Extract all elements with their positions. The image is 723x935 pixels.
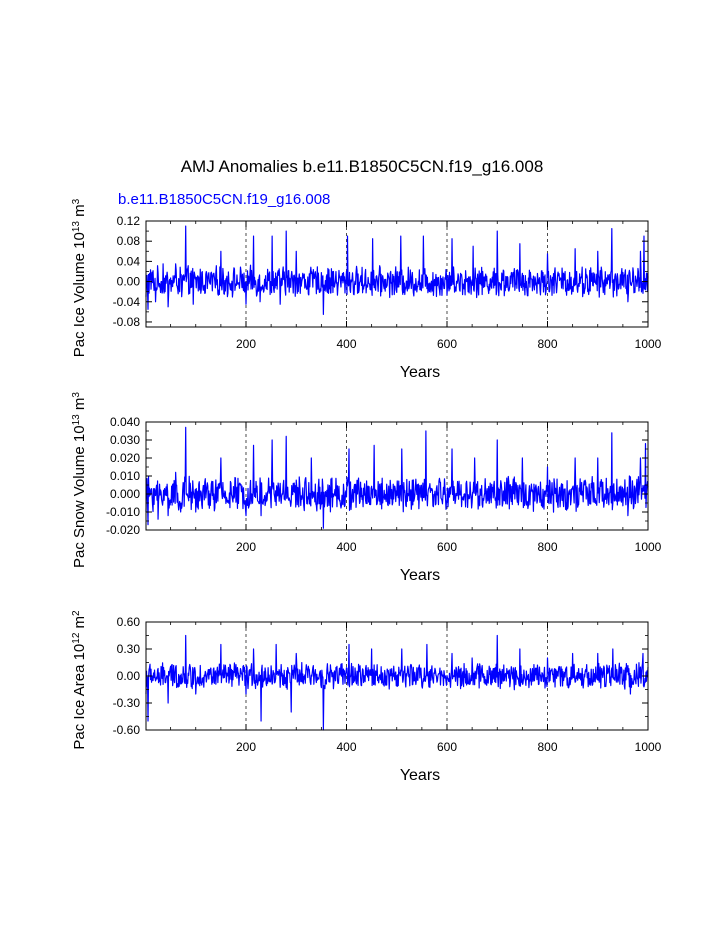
y-label-superscript: 3 [71, 198, 82, 204]
panel-1: 200 400 600 800 1000 0.12 0.08 0.04 0.00 -0.04 -0.… [71, 198, 662, 381]
panel-2: 200 400 600 800 1000 0.040 0.030 0.020 0.010 0.00… [71, 392, 662, 584]
x-axis-label: Years [400, 767, 440, 784]
x-tick-label: 400 [336, 337, 356, 351]
panel-3: 200 400 600 800 1000 0.60 0.30 0.00 -0.30 -0.60 Ye… [71, 610, 662, 784]
y-tick-label: 0.010 [110, 469, 140, 483]
figure-title: AMJ Anomalies b.e11.B1850C5CN.f19_g16.00… [181, 157, 544, 176]
y-tick-label: 0.60 [117, 615, 141, 629]
y-tick-label: -0.30 [113, 696, 141, 710]
y-label-text: Pac Ice Volume 10 [71, 232, 88, 357]
x-axis-label: Years [400, 567, 440, 584]
y-axis-label: Pac Ice Area 1012 m2 [71, 610, 89, 750]
y-tick-label: -0.020 [106, 523, 140, 537]
y-tick-label: -0.04 [113, 295, 141, 309]
y-tick-label: 0.00 [117, 669, 141, 683]
y-tick-label: -0.60 [113, 723, 141, 737]
y-label-text: Pac Ice Area 10 [71, 644, 88, 750]
x-tick-label: 600 [437, 337, 457, 351]
series-line [145, 426, 649, 529]
series-line [145, 634, 649, 731]
x-tick-label: 800 [537, 740, 557, 754]
y-tick-label: 0.00 [117, 275, 141, 289]
y-tick-label: 0.030 [110, 433, 140, 447]
y-tick-label: -0.010 [106, 505, 140, 519]
x-tick-label: 600 [437, 540, 457, 554]
x-axis-label: Years [400, 364, 440, 381]
x-tick-label: 1000 [635, 540, 662, 554]
x-tick-label: 800 [537, 540, 557, 554]
y-tick-label: 0.040 [110, 415, 140, 429]
y-label-text: m [71, 204, 88, 221]
y-label-text: m [71, 398, 88, 415]
x-tick-label: 1000 [635, 740, 662, 754]
y-tick-label: 0.12 [117, 214, 141, 228]
y-label-superscript: 2 [71, 610, 82, 616]
x-tick-label: 1000 [635, 337, 662, 351]
panels: 200 400 600 800 1000 0.12 0.08 0.04 0.00 -0.04 -0.… [71, 198, 662, 784]
figure-subtitle: b.e11.B1850C5CN.f19_g16.008 [118, 191, 330, 208]
y-axis-label: Pac Snow Volume 1013 m3 [71, 392, 89, 568]
y-label-superscript: 3 [71, 392, 82, 398]
x-tick-label: 800 [537, 337, 557, 351]
x-tick-label: 400 [336, 740, 356, 754]
y-label-superscript: 13 [71, 221, 82, 233]
x-tick-label: 200 [236, 540, 256, 554]
x-tick-label: 200 [236, 740, 256, 754]
y-tick-label: 0.020 [110, 451, 140, 465]
series-line [145, 225, 649, 315]
y-tick-label: 0.08 [117, 234, 141, 248]
x-tick-label: 600 [437, 740, 457, 754]
y-label-text: m [71, 616, 88, 633]
x-tick-label: 400 [336, 540, 356, 554]
y-label-superscript: 13 [71, 414, 82, 426]
y-tick-label: 0.000 [110, 487, 140, 501]
y-tick-label: 0.30 [117, 642, 141, 656]
y-label-superscript: 12 [71, 632, 82, 644]
x-tick-label: 200 [236, 337, 256, 351]
y-label-text: Pac Snow Volume 10 [71, 425, 88, 568]
y-tick-label: 0.04 [117, 254, 141, 268]
y-axis-label: Pac Ice Volume 1013 m3 [71, 198, 89, 357]
y-tick-label: -0.08 [113, 315, 141, 329]
